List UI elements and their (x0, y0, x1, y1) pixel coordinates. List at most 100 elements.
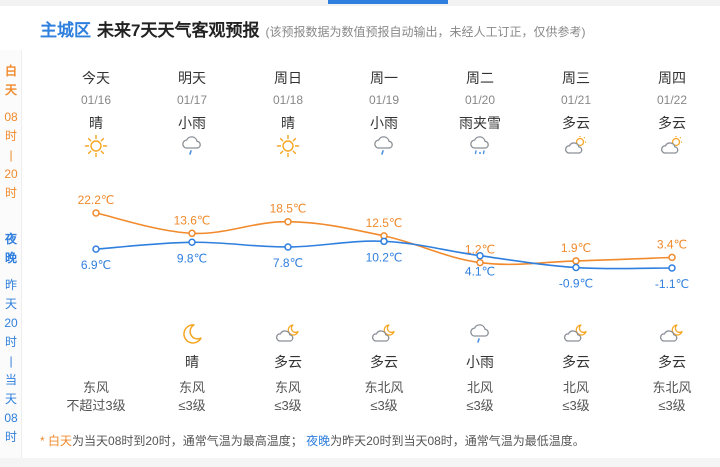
day-condition: 小雨 (370, 115, 398, 131)
cloud-moon-icon (276, 322, 300, 346)
day-condition: 多云 (562, 115, 590, 131)
weekday-label: 周日 (274, 70, 302, 86)
low-temp-point (380, 237, 388, 246)
low-temp-label: -0.9℃ (559, 277, 593, 291)
date-label: 01/18 (272, 93, 304, 107)
date-label: 01/20 (464, 93, 496, 107)
wind-direction: 北风 (562, 380, 589, 395)
high-temp-label: 1.9℃ (561, 241, 591, 255)
wind-direction: 东北风 (652, 380, 692, 395)
footer-note: * 白天为当天08时到20时，通常气温为最高温度； 夜晚为昨天20时到当天08时… (40, 434, 585, 448)
high-temp-label: 22.2℃ (78, 193, 115, 207)
day-column: 周日 01/18 晴多云 东风 ≤3级 (240, 0, 336, 430)
cloud-sun-icon (660, 134, 684, 158)
high-temp-point (92, 209, 100, 217)
cloud-sun-icon (564, 134, 588, 158)
high-temp-label: 1.2℃ (465, 243, 495, 257)
top-bar-accent (328, 0, 448, 4)
moon-icon (180, 322, 204, 346)
wind-level: ≤3级 (466, 398, 494, 413)
low-temp-label: 6.9℃ (81, 258, 111, 272)
high-temp-label: 18.5℃ (270, 202, 307, 216)
low-temp-label: 9.8℃ (177, 251, 207, 265)
cloud-moon-icon (564, 322, 588, 346)
sun-icon (276, 134, 300, 158)
wind-direction: 东风 (178, 380, 205, 395)
date-label: 01/16 (80, 93, 112, 107)
day-column: 今天 01/16 晴东风不超过3级 (48, 0, 144, 430)
bottom-bar (0, 458, 720, 467)
title-text: 未来7天天气客观预报 (97, 21, 260, 40)
day-column: 周四 01/22 多云 多云 东北风 ≤3级 (624, 0, 720, 430)
side-legend: 白 天 08 时 | 20 时 夜 晚 昨 天 20 时 | 当 天 08 时 (0, 50, 22, 467)
side-day-label: 白 天 08 时 | 20 时 (4, 64, 18, 200)
cloud-moon-icon (372, 322, 396, 346)
weekday-label: 周四 (658, 70, 686, 86)
night-condition: 多云 (562, 354, 590, 370)
day-condition: 多云 (658, 115, 686, 131)
rain-icon (180, 134, 204, 158)
low-temp-label: 7.8℃ (273, 256, 303, 270)
sun-icon (84, 134, 108, 158)
date-label: 01/21 (560, 93, 592, 107)
footer-day-label: 白天 (48, 434, 73, 448)
day-column: 周三 01/21 多云 多云 北风 ≤3级 (528, 0, 624, 430)
day-column: 周二 01/20 雨夹雪小雨北风 ≤3级 (432, 0, 528, 430)
wind-direction: 东风 (82, 380, 109, 395)
night-condition: 多云 (658, 354, 686, 370)
low-temp-point (668, 264, 676, 272)
city-name: 主城区 (40, 21, 91, 40)
day-column: 周一 01/19 小雨多云东北风 ≤3级 (336, 0, 432, 430)
temperature-chart: 22.2℃ 13.6℃ 18.5℃ 12.5℃ 1.2℃ 1.9℃ 3.4℃ 6.9℃ 9.8℃… (78, 193, 690, 291)
wind-level: ≤3级 (370, 398, 398, 413)
header: 主城区 未来7天天气客观预报 (该预报数据为数值预报自动输出，未经人工订正，仅供参考… (0, 0, 720, 50)
high-temp-point (188, 229, 196, 238)
night-condition: 多云 (370, 354, 398, 370)
night-condition: 多云 (274, 354, 302, 370)
high-temp-point (668, 253, 676, 262)
weekday-label: 周一 (370, 70, 398, 86)
day-condition: 晴 (89, 115, 103, 131)
low-temp-point (188, 238, 196, 247)
weekday-label: 明天 (178, 70, 206, 86)
day-column: 明天 01/17 小雨晴东风 ≤3级 (144, 0, 240, 430)
date-label: 01/22 (656, 93, 688, 107)
rain-icon (468, 322, 492, 346)
wind-level: ≤3级 (274, 398, 302, 413)
rain-icon (372, 134, 396, 158)
low-temp-label: 10.2℃ (366, 250, 403, 264)
high-temp-label: 12.5℃ (366, 216, 403, 230)
high-temp-point (476, 258, 484, 267)
page-title: 主城区 未来7天天气客观预报 (该预报数据为数值预报自动输出，未经人工订正，仅供参考… (40, 16, 585, 41)
low-temp-label: -1.1℃ (655, 277, 689, 291)
date-label: 01/19 (368, 93, 400, 107)
day-condition: 晴 (281, 115, 295, 131)
day-condition: 雨夹雪 (459, 115, 501, 131)
sleet-icon (468, 134, 492, 158)
wind-direction: 北风 (466, 380, 493, 395)
date-label: 01/17 (176, 93, 208, 107)
title-note: (该预报数据为数值预报自动输出，未经人工订正，仅供参考) (265, 25, 586, 39)
side-night-label: 夜 晚 昨 天 20 时 | 当 天 08 时 (4, 232, 18, 444)
weekday-label: 周三 (562, 70, 590, 86)
wind-direction: 东北风 (364, 380, 404, 395)
low-temp-label: 4.1℃ (465, 265, 495, 279)
high-temp-label: 13.6℃ (174, 213, 211, 227)
high-temp-label: 3.4℃ (657, 237, 687, 251)
weekday-label: 周二 (466, 70, 494, 86)
night-condition: 晴 (185, 354, 199, 370)
wind-level: ≤3级 (178, 398, 206, 413)
low-temp-point (476, 251, 484, 260)
night-condition: 小雨 (466, 354, 494, 370)
wind-level: 不超过3级 (66, 398, 126, 413)
high-temp-point (284, 217, 292, 226)
footer-night-label: 夜晚 (306, 434, 331, 448)
low-temp-point (284, 243, 292, 251)
wind-level: ≤3级 (658, 398, 686, 413)
day-condition: 小雨 (178, 115, 206, 131)
weekday-label: 今天 (82, 70, 110, 86)
high-temp-point (572, 257, 580, 265)
low-temp-point (92, 245, 100, 253)
cloud-moon-icon (660, 322, 684, 346)
wind-level: ≤3级 (562, 398, 590, 413)
